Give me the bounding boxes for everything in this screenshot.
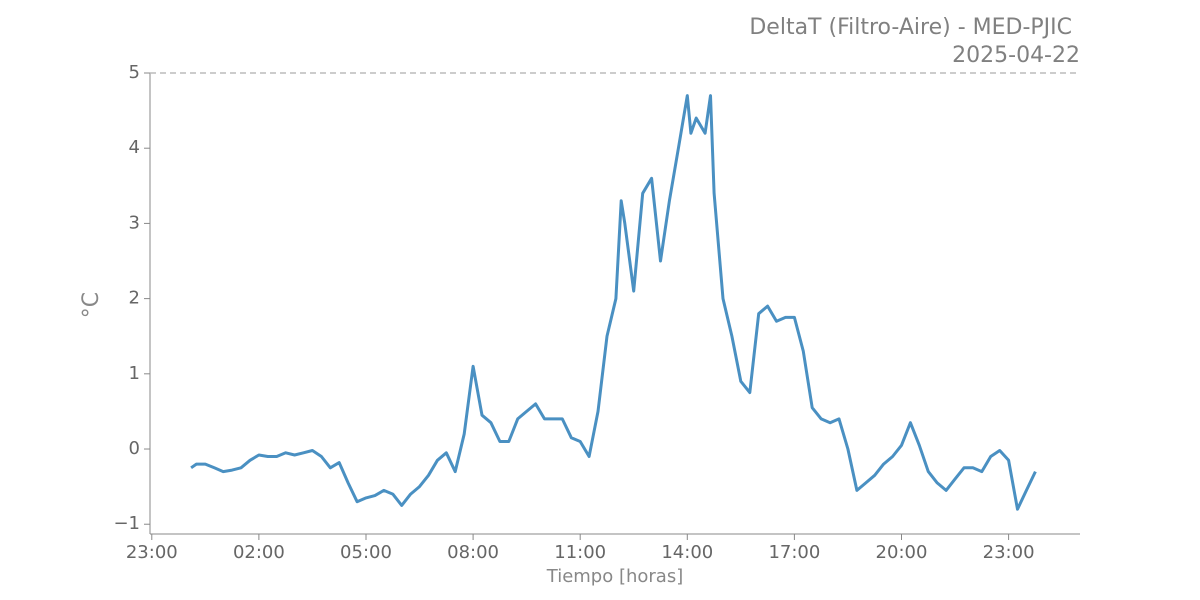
y-tick-label: −1 (113, 513, 140, 534)
x-tick-label: 17:00 (768, 542, 820, 563)
x-tick-label: 08:00 (447, 542, 499, 563)
x-tick-label: 23:00 (126, 542, 178, 563)
y-tick-label: 5 (129, 62, 140, 83)
y-tick-label: 4 (129, 137, 140, 158)
x-tick-label: 11:00 (554, 542, 606, 563)
y-tick-label: 2 (129, 288, 140, 309)
chart-title: DeltaT (Filtro-Aire) - MED-PJIC (749, 15, 1072, 40)
y-tick-label: 3 (129, 212, 140, 233)
x-axis-label: Tiempo [horas] (546, 566, 684, 587)
x-tick-label: 05:00 (340, 542, 392, 563)
chart-subtitle: 2025-04-22 (952, 43, 1080, 68)
y-tick-label: 0 (129, 438, 140, 459)
x-tick-label: 20:00 (876, 542, 928, 563)
x-tick-label: 23:00 (983, 542, 1035, 563)
x-tick-label: 02:00 (233, 542, 285, 563)
y-tick-label: 1 (129, 363, 140, 384)
x-tick-label: 14:00 (661, 542, 713, 563)
data-line (190, 94, 1037, 511)
y-axis-label: °C (79, 292, 104, 318)
